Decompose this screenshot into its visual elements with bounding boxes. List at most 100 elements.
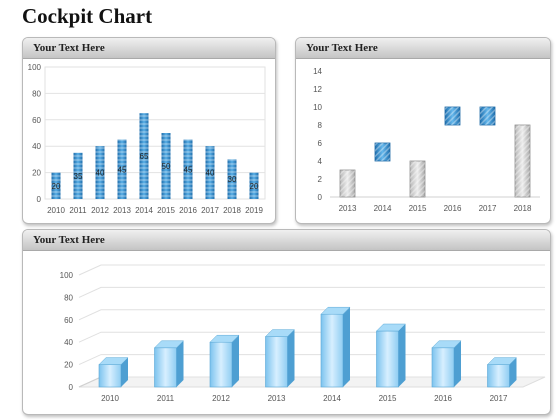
data-label: 65 bbox=[140, 152, 149, 161]
y-tick-label: 2 bbox=[318, 175, 323, 184]
bar-texture bbox=[117, 139, 127, 199]
bar-front bbox=[98, 364, 122, 388]
x-tick-label: 2017 bbox=[479, 204, 497, 213]
bar-front bbox=[487, 364, 510, 388]
x-tick-label: 2013 bbox=[268, 394, 286, 403]
panel-top-left: Your Text Here 0 20 40 60 80 100 20 2010 35 2011 4… bbox=[22, 37, 276, 224]
y-tick-label: 20 bbox=[32, 169, 41, 178]
x-tick-label: 2015 bbox=[379, 394, 397, 403]
x-tick-label: 2010 bbox=[47, 206, 65, 215]
data-label: 50 bbox=[162, 162, 171, 171]
bar-texture bbox=[51, 172, 61, 199]
panel-top-right: Your Text Here 0 2 4 6 8 10 12 14 2013 2014 2015 20… bbox=[295, 37, 551, 224]
x-tick-label: 2013 bbox=[339, 204, 357, 213]
bar-side bbox=[398, 324, 406, 387]
x-tick-label: 2015 bbox=[157, 206, 175, 215]
panel-header: Your Text Here bbox=[296, 38, 550, 59]
data-label: 30 bbox=[228, 175, 237, 184]
bar-front bbox=[320, 313, 344, 388]
y-tick-label: 0 bbox=[318, 193, 323, 202]
y-tick-label: 0 bbox=[69, 383, 74, 392]
bar-texture bbox=[340, 170, 355, 197]
bar-texture bbox=[515, 125, 530, 197]
bar-top bbox=[431, 340, 462, 349]
bar-side bbox=[176, 340, 184, 387]
bar-texture bbox=[73, 152, 83, 199]
x-tick-label: 2016 bbox=[444, 204, 462, 213]
bar-texture bbox=[410, 161, 425, 197]
bar-texture bbox=[161, 133, 171, 199]
waterfall-chart: 0 2 4 6 8 10 12 14 2013 2014 2015 2016 2017 2018 bbox=[313, 67, 540, 213]
x-tick-label: 2018 bbox=[223, 206, 241, 215]
bar-texture bbox=[139, 113, 149, 199]
x-tick-label: 2011 bbox=[69, 206, 87, 215]
y-tick-label: 4 bbox=[318, 157, 323, 166]
bar-top bbox=[375, 323, 407, 332]
y-tick-label: 10 bbox=[313, 103, 322, 112]
y-tick-label: 0 bbox=[37, 195, 42, 204]
y-tick-label: 100 bbox=[60, 271, 74, 280]
x-tick-label: 2017 bbox=[490, 394, 508, 403]
bar-front bbox=[209, 341, 233, 388]
bar-top bbox=[209, 334, 240, 343]
data-label: 45 bbox=[118, 165, 127, 174]
bar-side bbox=[343, 307, 350, 387]
bar-side bbox=[454, 340, 461, 387]
axis-depth bbox=[78, 376, 102, 388]
x-tick-label: 2017 bbox=[201, 206, 219, 215]
panel-header: Your Text Here bbox=[23, 38, 275, 59]
bar-top bbox=[264, 329, 296, 337]
bar-texture bbox=[95, 146, 105, 199]
y-tick-label: 40 bbox=[64, 338, 73, 347]
bar-3d-chart: 0 20 40 60 80 100 2010 2011 2012 2013 2014 2015 2016… bbox=[60, 264, 546, 403]
data-label: 40 bbox=[96, 169, 105, 178]
gridline bbox=[78, 331, 545, 343]
bar-side bbox=[287, 329, 295, 387]
y-tick-label: 60 bbox=[32, 116, 41, 125]
bar-top bbox=[320, 306, 351, 315]
y-tick-label: 60 bbox=[64, 316, 73, 325]
bar-chart: 0 20 40 60 80 100 20 2010 35 2011 40 2012 45 2013 65 20… bbox=[28, 63, 266, 215]
bar-front bbox=[154, 347, 177, 388]
y-tick-label: 8 bbox=[318, 121, 323, 130]
gridline bbox=[78, 309, 545, 321]
x-tick-label: 2014 bbox=[374, 204, 392, 213]
x-tick-label: 2016 bbox=[434, 394, 452, 403]
x-tick-label: 2012 bbox=[91, 206, 109, 215]
bar-front bbox=[376, 330, 399, 388]
y-tick-label: 40 bbox=[32, 142, 41, 151]
y-tick-label: 80 bbox=[64, 293, 73, 302]
bar-top bbox=[486, 357, 518, 365]
y-tick-label: 80 bbox=[32, 89, 41, 98]
bar-texture bbox=[375, 143, 390, 161]
bar-side bbox=[232, 335, 239, 387]
bar-texture bbox=[480, 107, 495, 125]
x-tick-label: 2012 bbox=[212, 394, 230, 403]
bar-texture bbox=[183, 139, 193, 199]
page-title: Cockpit Chart bbox=[22, 4, 153, 28]
x-tick-label: 2014 bbox=[323, 394, 341, 403]
floor bbox=[78, 376, 546, 388]
x-tick-label: 2019 bbox=[245, 206, 263, 215]
panel-bottom: Your Text Here 0 20 40 60 80 100 2010 2011 2012 2… bbox=[22, 229, 551, 415]
data-label: 35 bbox=[74, 172, 83, 181]
bar-top bbox=[153, 340, 185, 349]
bar-texture bbox=[205, 146, 215, 199]
gridline bbox=[78, 264, 545, 276]
x-tick-label: 2018 bbox=[514, 204, 532, 213]
y-tick-label: 20 bbox=[64, 361, 73, 370]
x-tick-label: 2013 bbox=[113, 206, 131, 215]
y-tick-label: 12 bbox=[313, 85, 322, 94]
bar-texture bbox=[227, 159, 237, 199]
y-tick-label: 14 bbox=[313, 67, 322, 76]
panel-header: Your Text Here bbox=[23, 230, 550, 251]
x-tick-label: 2011 bbox=[157, 394, 175, 403]
x-tick-label: 2010 bbox=[101, 394, 119, 403]
gridline bbox=[78, 286, 545, 298]
x-tick-label: 2016 bbox=[179, 206, 197, 215]
y-tick-label: 100 bbox=[28, 63, 42, 72]
bar-top bbox=[98, 357, 129, 365]
bar-side bbox=[121, 357, 128, 387]
bar-texture bbox=[445, 107, 460, 125]
bar-front bbox=[431, 347, 455, 388]
